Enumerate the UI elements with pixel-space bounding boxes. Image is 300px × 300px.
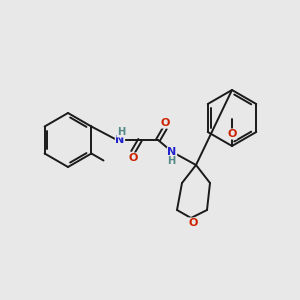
Text: H: H (117, 127, 125, 137)
Text: O: O (160, 118, 170, 128)
Text: O: O (227, 129, 237, 139)
Text: N: N (167, 147, 177, 157)
Text: O: O (128, 153, 138, 163)
Text: N: N (116, 135, 124, 145)
Text: O: O (188, 218, 198, 228)
Text: H: H (167, 156, 175, 166)
